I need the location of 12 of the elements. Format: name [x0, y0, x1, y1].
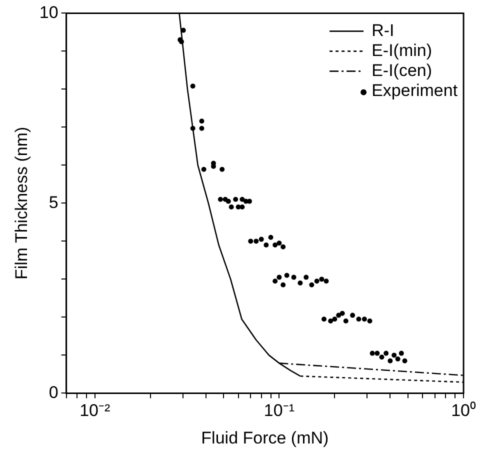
- y-tick-label: 10: [39, 2, 58, 22]
- legend-label: E-I(cen): [372, 60, 432, 80]
- legend-label: E-I(min): [372, 40, 432, 60]
- y-tick-label: 5: [48, 192, 58, 212]
- legend-label: Experiment: [372, 80, 458, 100]
- x-tick-label: 10⁰: [451, 401, 476, 420]
- y-tick-label: 0: [48, 382, 58, 402]
- x-tick-label: 10⁻²: [80, 401, 110, 420]
- x-axis-title: Fluid Force (mN): [201, 428, 329, 448]
- legend-label: R-I: [372, 20, 394, 40]
- x-tick-label: 10⁻¹: [264, 401, 295, 420]
- y-axis-title: Film Thickness (nm): [12, 126, 31, 280]
